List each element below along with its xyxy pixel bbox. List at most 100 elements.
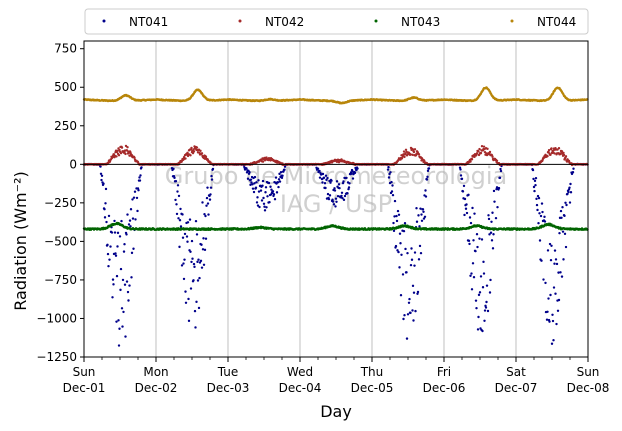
- nt041-point: [107, 214, 111, 218]
- nt041-point: [546, 310, 549, 313]
- legend-label-nt041: NT041: [129, 15, 168, 29]
- nt041-point: [489, 278, 492, 282]
- nt041-point: [332, 203, 336, 206]
- nt041-point: [113, 219, 116, 223]
- nt041-point: [186, 240, 189, 243]
- nt041-point: [561, 206, 564, 209]
- nt041-point: [136, 209, 139, 213]
- nt041-point: [112, 283, 115, 286]
- nt041-point: [386, 168, 390, 171]
- nt041-point: [564, 201, 567, 204]
- nt041-point: [479, 275, 483, 278]
- nt041-point: [181, 236, 185, 239]
- nt041-point: [105, 220, 108, 224]
- nt042-point: [486, 147, 489, 151]
- nt041-point: [194, 219, 198, 223]
- nt041-point: [172, 167, 175, 171]
- nt041-point: [274, 176, 278, 179]
- nt041-point: [139, 174, 142, 177]
- nt041-point: [115, 320, 118, 323]
- legend-item-nt041: NT041: [102, 15, 168, 29]
- nt041-point: [269, 185, 272, 188]
- nt041-point: [350, 172, 353, 175]
- nt041-point: [552, 339, 555, 342]
- nt041-point: [130, 276, 133, 279]
- nt041-point: [115, 274, 119, 278]
- nt041-point: [402, 317, 405, 321]
- nt041-point: [329, 181, 332, 184]
- nt041-point: [549, 258, 553, 262]
- nt041-point: [201, 248, 205, 251]
- nt041-point: [278, 180, 282, 183]
- nt041-point: [124, 335, 127, 338]
- nt041-point: [496, 205, 499, 209]
- nt041-point: [117, 344, 121, 347]
- nt042-point: [559, 152, 562, 156]
- nt041-point: [177, 217, 180, 220]
- nt041-point: [345, 176, 348, 180]
- nt041-point: [116, 245, 119, 248]
- watermark-line-2: IAG / USP: [280, 190, 392, 218]
- nt041-point: [554, 258, 558, 261]
- nt041-point: [126, 213, 129, 216]
- nt041-point: [208, 198, 212, 201]
- nt041-point: [533, 189, 536, 193]
- nt041-point: [340, 194, 343, 198]
- nt041-point: [328, 194, 332, 197]
- nt041-point: [483, 309, 487, 312]
- nt041-point: [192, 279, 195, 282]
- nt041-point: [209, 193, 212, 196]
- nt041-point: [333, 189, 337, 192]
- nt041-point: [106, 243, 109, 247]
- nt041-point: [403, 314, 406, 317]
- nt041-point: [472, 239, 475, 242]
- x-tick-date: Dec-05: [351, 381, 394, 395]
- x-tick-weekday: Sat: [506, 365, 526, 379]
- nt041-point: [193, 265, 196, 269]
- nt041-point: [541, 210, 544, 214]
- nt041-point: [423, 215, 427, 218]
- nt041-point: [559, 271, 562, 274]
- nt041-point: [535, 203, 539, 207]
- nt041-point: [263, 205, 266, 208]
- nt041-point: [184, 290, 187, 293]
- nt041-point: [472, 275, 476, 279]
- nt041-point: [475, 233, 479, 236]
- nt041-point: [488, 291, 492, 294]
- nt041-point: [181, 213, 184, 216]
- nt041-point: [128, 219, 132, 222]
- nt041-point: [120, 307, 124, 310]
- nt041-point: [245, 171, 249, 174]
- nt041-point: [538, 212, 541, 215]
- nt041-point: [531, 168, 535, 172]
- nt041-point: [347, 186, 351, 189]
- nt041-point: [211, 167, 215, 171]
- nt041-point: [257, 179, 260, 182]
- nt041-point: [103, 208, 106, 211]
- nt041-point: [102, 182, 105, 185]
- legend-label-nt044: NT044: [537, 15, 576, 29]
- nt041-point: [467, 193, 470, 197]
- nt041-point: [188, 218, 192, 221]
- nt042-point: [404, 148, 408, 151]
- nt041-point: [482, 260, 485, 264]
- nt041-point: [465, 211, 469, 215]
- nt041-point: [265, 206, 268, 209]
- nt041-point: [565, 203, 568, 207]
- legend-marker-nt042: [238, 19, 242, 23]
- nt041-point: [131, 198, 134, 201]
- nt041-point: [542, 278, 545, 281]
- nt041-point: [114, 252, 117, 255]
- nt041-point: [392, 229, 396, 233]
- y-axis-title: Radiation (Wm⁻²): [11, 171, 30, 310]
- legend: NT041 NT042 NT043 NT044: [84, 8, 589, 35]
- nt041-point: [118, 235, 122, 238]
- nt041-point: [551, 319, 555, 323]
- nt041-point: [100, 174, 104, 177]
- nt041-point: [546, 249, 550, 252]
- nt041-point: [252, 190, 256, 194]
- x-tick-date: Dec-07: [495, 381, 538, 395]
- nt041-point: [420, 213, 423, 216]
- x-tick-date: Dec-02: [135, 381, 178, 395]
- nt041-point: [331, 200, 335, 203]
